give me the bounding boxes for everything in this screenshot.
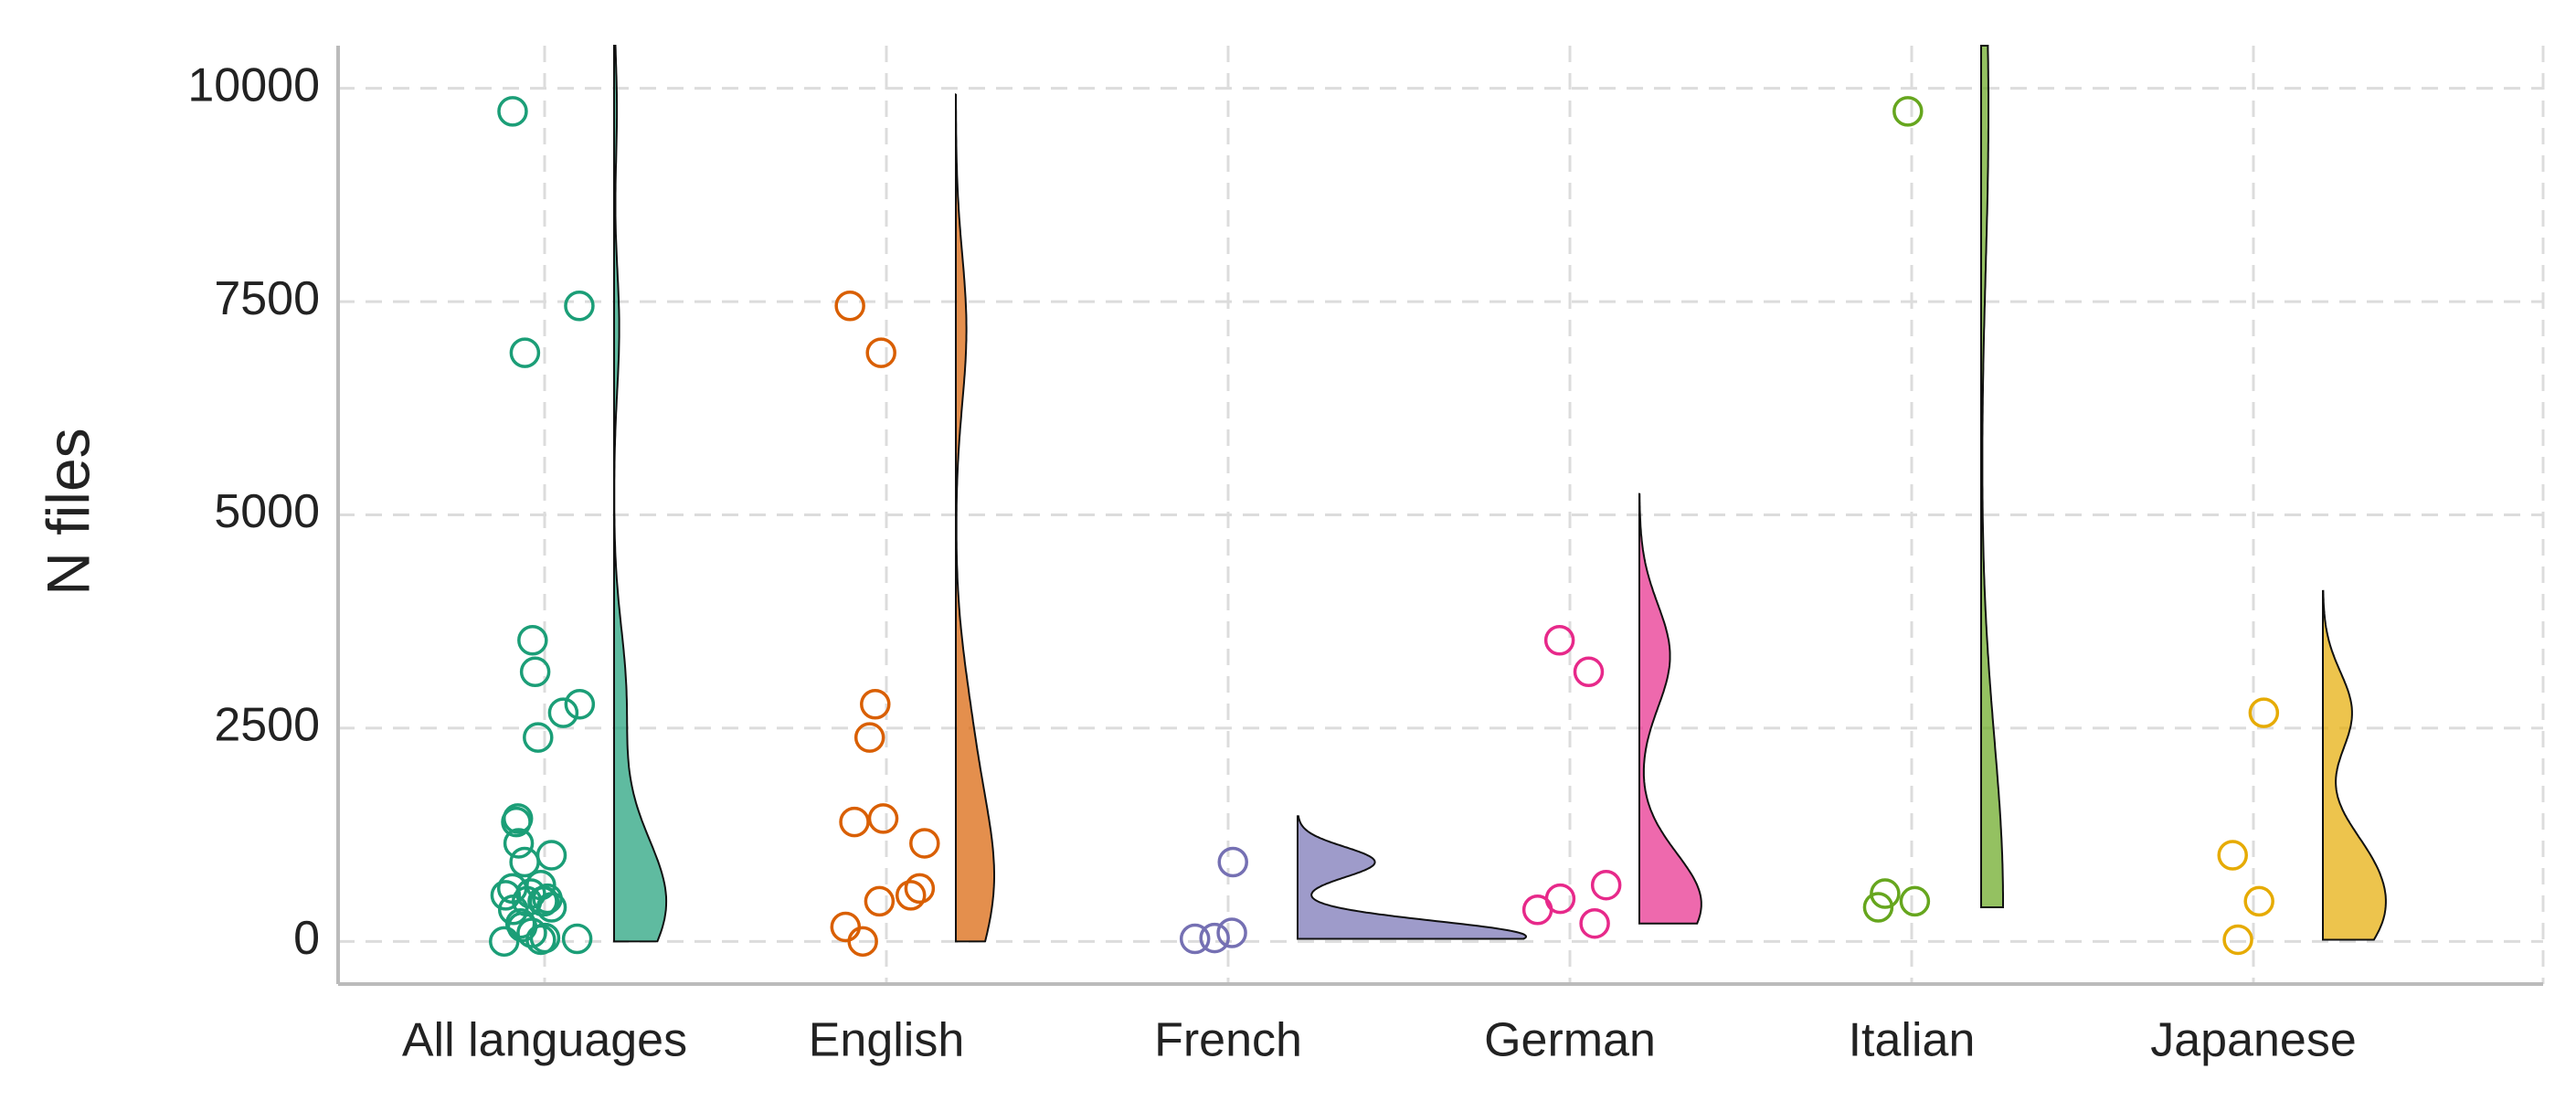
point bbox=[904, 873, 936, 905]
point bbox=[564, 291, 595, 322]
violin bbox=[955, 92, 995, 943]
point bbox=[517, 624, 548, 656]
point bbox=[860, 689, 891, 720]
point bbox=[1179, 923, 1211, 955]
point bbox=[564, 689, 596, 720]
point bbox=[504, 907, 536, 939]
point bbox=[503, 828, 535, 859]
point bbox=[1216, 917, 1247, 948]
point bbox=[525, 924, 557, 956]
point bbox=[509, 337, 541, 368]
point bbox=[2222, 924, 2253, 956]
point bbox=[895, 880, 927, 911]
point bbox=[1199, 922, 1230, 954]
violin bbox=[1980, 45, 2004, 909]
point bbox=[867, 803, 899, 834]
x-tick-label: English bbox=[809, 1014, 965, 1067]
point bbox=[523, 722, 554, 753]
y-tick-label: 0 bbox=[293, 912, 320, 965]
point bbox=[547, 697, 579, 728]
y-tick-label: 7500 bbox=[214, 272, 320, 325]
point bbox=[1579, 907, 1610, 939]
point bbox=[535, 892, 567, 923]
y-tick-label: 10000 bbox=[187, 58, 320, 111]
point bbox=[1590, 869, 1622, 901]
violin bbox=[1297, 815, 1528, 940]
y-axis-title: N files bbox=[34, 428, 101, 595]
x-tick-label: French bbox=[1154, 1014, 1302, 1067]
point bbox=[909, 828, 940, 859]
point bbox=[865, 337, 896, 368]
point bbox=[1892, 96, 1924, 127]
x-tick-label: German bbox=[1484, 1014, 1656, 1067]
point bbox=[1899, 885, 1931, 917]
point bbox=[501, 806, 532, 838]
point bbox=[2248, 697, 2280, 728]
point bbox=[853, 722, 885, 753]
point bbox=[839, 806, 870, 838]
point bbox=[516, 917, 547, 948]
point bbox=[561, 923, 593, 955]
point bbox=[519, 656, 551, 688]
point bbox=[864, 885, 896, 917]
x-tick-label: All languages bbox=[402, 1014, 687, 1067]
violin bbox=[1638, 492, 1702, 925]
x-tick-label: Italian bbox=[1849, 1014, 1976, 1067]
point bbox=[834, 291, 865, 322]
y-tick-label: 2500 bbox=[214, 699, 320, 752]
point bbox=[1543, 624, 1575, 656]
point bbox=[1521, 895, 1553, 926]
point bbox=[847, 926, 878, 958]
point bbox=[535, 840, 567, 871]
point bbox=[2243, 885, 2274, 917]
point bbox=[1862, 892, 1894, 923]
point bbox=[830, 911, 862, 943]
point bbox=[527, 885, 558, 917]
violin bbox=[613, 45, 668, 943]
point bbox=[2217, 840, 2248, 871]
point bbox=[1217, 846, 1248, 878]
x-tick-label: Japanese bbox=[2150, 1014, 2357, 1067]
violin bbox=[2322, 589, 2387, 941]
point bbox=[497, 96, 528, 127]
point bbox=[490, 880, 522, 911]
y-tick-label: 5000 bbox=[214, 485, 320, 538]
point bbox=[1573, 656, 1605, 688]
point bbox=[488, 926, 520, 958]
